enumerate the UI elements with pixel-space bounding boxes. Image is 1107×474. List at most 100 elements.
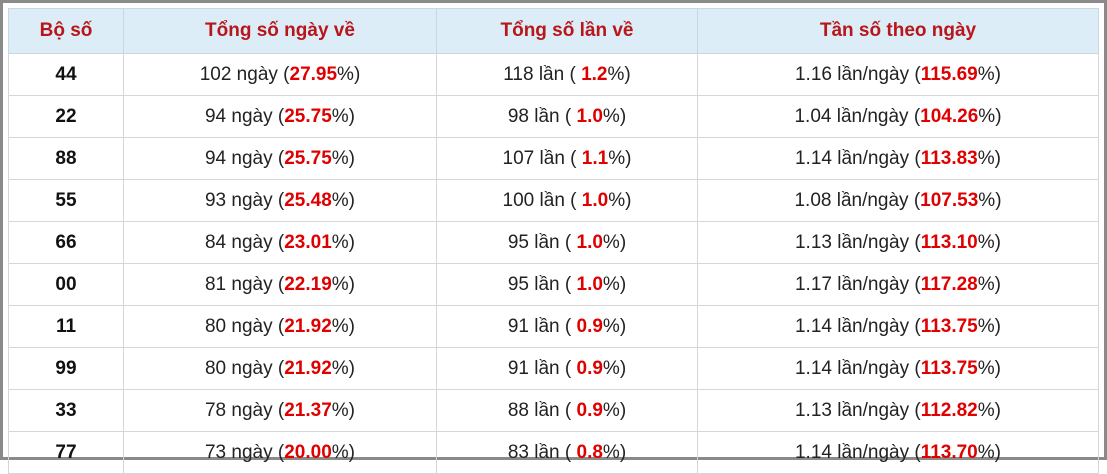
cell-text: %) bbox=[331, 105, 355, 127]
cell-text: 1.14 lần/ngày ( bbox=[794, 147, 921, 169]
cell-text: 1.04 lần/ngày ( bbox=[794, 105, 921, 127]
cell-text: 1.13 lần/ngày ( bbox=[794, 231, 921, 253]
key-cell: 22 bbox=[8, 95, 124, 138]
percent-value: 25.48 bbox=[284, 189, 332, 211]
key-cell: 33 bbox=[8, 389, 124, 432]
percent-value: 0.9 bbox=[576, 357, 603, 379]
cell-text: 95 lần ( bbox=[507, 273, 577, 295]
cell-text: 1.13 lần/ngày ( bbox=[794, 399, 921, 421]
header-cell: Tổng số ngày về bbox=[123, 8, 437, 54]
percent-value: 0.9 bbox=[576, 399, 603, 421]
value-cell: 1.13 lần/ngày (113.10%) bbox=[697, 221, 1099, 264]
value-cell: 83 lần ( 0.8%) bbox=[436, 431, 698, 474]
cell-text: %) bbox=[608, 189, 632, 211]
percent-value: 1.2 bbox=[581, 63, 608, 85]
table-row: 33 78 ngày (21.37%) 88 lần ( 0.9%) 1.13 lần… bbox=[8, 389, 1099, 432]
cell-text: %) bbox=[602, 357, 627, 379]
percent-value: 21.92 bbox=[284, 315, 332, 337]
key-cell: 88 bbox=[8, 137, 124, 180]
value-cell: 1.14 lần/ngày (113.75%) bbox=[697, 305, 1099, 348]
cell-text: %) bbox=[977, 441, 1001, 463]
cell-text: 95 lần ( bbox=[507, 231, 577, 253]
percent-value: 21.37 bbox=[284, 399, 332, 421]
cell-text: %) bbox=[608, 147, 632, 169]
cell-text: 80 ngày ( bbox=[204, 315, 285, 337]
table-row: 99 80 ngày (21.92%) 91 lần ( 0.9%) 1.14 lần… bbox=[8, 347, 1099, 390]
cell-text: 118 lần ( bbox=[503, 63, 582, 85]
table-row: 11 80 ngày (21.92%) 91 lần ( 0.9%) 1.14 lần… bbox=[8, 305, 1099, 348]
cell-text: %) bbox=[602, 399, 627, 421]
cell-text: %) bbox=[331, 273, 355, 295]
cell-text: 80 ngày ( bbox=[204, 357, 285, 379]
value-cell: 73 ngày (20.00%) bbox=[123, 431, 437, 474]
cell-text: %) bbox=[978, 189, 1002, 211]
percent-value: 113.83 bbox=[920, 147, 978, 169]
cell-text: 91 lần ( bbox=[507, 315, 577, 337]
cell-text: %) bbox=[331, 315, 355, 337]
value-cell: 84 ngày (23.01%) bbox=[123, 221, 437, 264]
cell-text: 94 ngày ( bbox=[204, 147, 285, 169]
value-cell: 81 ngày (22.19%) bbox=[123, 263, 437, 306]
percent-value: 1.1 bbox=[581, 147, 609, 169]
value-cell: 91 lần ( 0.9%) bbox=[436, 347, 698, 390]
cell-text: %) bbox=[977, 231, 1001, 253]
cell-text: %) bbox=[977, 273, 1001, 295]
cell-text: %) bbox=[331, 399, 355, 421]
cell-text: 1.14 lần/ngày ( bbox=[794, 315, 921, 337]
value-cell: 95 lần ( 1.0%) bbox=[436, 221, 698, 264]
percent-value: 25.75 bbox=[284, 105, 332, 127]
value-cell: 95 lần ( 1.0%) bbox=[436, 263, 698, 306]
value-cell: 78 ngày (21.37%) bbox=[123, 389, 437, 432]
header-cell: Bộ số bbox=[8, 8, 124, 54]
value-cell: 1.04 lần/ngày (104.26%) bbox=[697, 95, 1099, 138]
percent-value: 1.0 bbox=[576, 231, 603, 253]
value-cell: 98 lần ( 1.0%) bbox=[436, 95, 698, 138]
value-cell: 1.14 lần/ngày (113.70%) bbox=[697, 431, 1099, 474]
cell-text: 1.14 lần/ngày ( bbox=[794, 441, 921, 463]
value-cell: 1.14 lần/ngày (113.83%) bbox=[697, 137, 1099, 180]
percent-value: 115.69 bbox=[920, 63, 978, 85]
cell-text: %) bbox=[977, 399, 1001, 421]
value-cell: 80 ngày (21.92%) bbox=[123, 347, 437, 390]
key-cell: 11 bbox=[8, 305, 124, 348]
cell-text: 93 ngày ( bbox=[204, 189, 285, 211]
cell-text: 1.16 lần/ngày ( bbox=[794, 63, 921, 85]
percent-value: 113.75 bbox=[920, 357, 978, 379]
key-cell: 66 bbox=[8, 221, 124, 264]
cell-text: 1.14 lần/ngày ( bbox=[794, 357, 921, 379]
value-cell: 91 lần ( 0.9%) bbox=[436, 305, 698, 348]
percent-value: 104.26 bbox=[920, 105, 979, 127]
key-cell: 00 bbox=[8, 263, 124, 306]
percent-value: 0.8 bbox=[576, 441, 603, 463]
cell-text: 94 ngày ( bbox=[204, 105, 285, 127]
value-cell: 107 lần ( 1.1%) bbox=[436, 137, 698, 180]
value-cell: 94 ngày (25.75%) bbox=[123, 95, 437, 138]
key-cell: 99 bbox=[8, 347, 124, 390]
cell-text: 73 ngày ( bbox=[204, 441, 285, 463]
percent-value: 0.9 bbox=[576, 315, 603, 337]
percent-value: 107.53 bbox=[920, 189, 979, 211]
header-cell: Tần số theo ngày bbox=[697, 8, 1099, 54]
value-cell: 100 lần ( 1.0%) bbox=[436, 179, 698, 222]
value-cell: 88 lần ( 0.9%) bbox=[436, 389, 698, 432]
cell-text: %) bbox=[977, 63, 1001, 85]
percent-value: 23.01 bbox=[284, 231, 332, 253]
cell-text: 1.17 lần/ngày ( bbox=[794, 273, 921, 295]
table-body: 44 102 ngày (27.95%) 118 lần ( 1.2%) 1.16 l… bbox=[8, 53, 1099, 474]
table-row: 00 81 ngày (22.19%) 95 lần ( 1.0%) 1.17 lần… bbox=[8, 263, 1099, 306]
cell-text: %) bbox=[331, 231, 355, 253]
value-cell: 118 lần ( 1.2%) bbox=[436, 53, 698, 96]
table-row: 66 84 ngày (23.01%) 95 lần ( 1.0%) 1.13 lần… bbox=[8, 221, 1099, 264]
value-cell: 93 ngày (25.48%) bbox=[123, 179, 437, 222]
table-row: 22 94 ngày (25.75%) 98 lần ( 1.0%) 1.04 lần… bbox=[8, 95, 1099, 138]
cell-text: %) bbox=[331, 441, 355, 463]
key-cell: 77 bbox=[8, 431, 124, 474]
cell-text: %) bbox=[602, 231, 627, 253]
value-cell: 1.14 lần/ngày (113.75%) bbox=[697, 347, 1099, 390]
percent-value: 117.28 bbox=[920, 273, 978, 295]
table-row: 88 94 ngày (25.75%) 107 lần ( 1.1%) 1.14 lầ… bbox=[8, 137, 1099, 180]
value-cell: 1.08 lần/ngày (107.53%) bbox=[697, 179, 1099, 222]
cell-text: 83 lần ( bbox=[507, 441, 577, 463]
percent-value: 1.0 bbox=[581, 189, 609, 211]
